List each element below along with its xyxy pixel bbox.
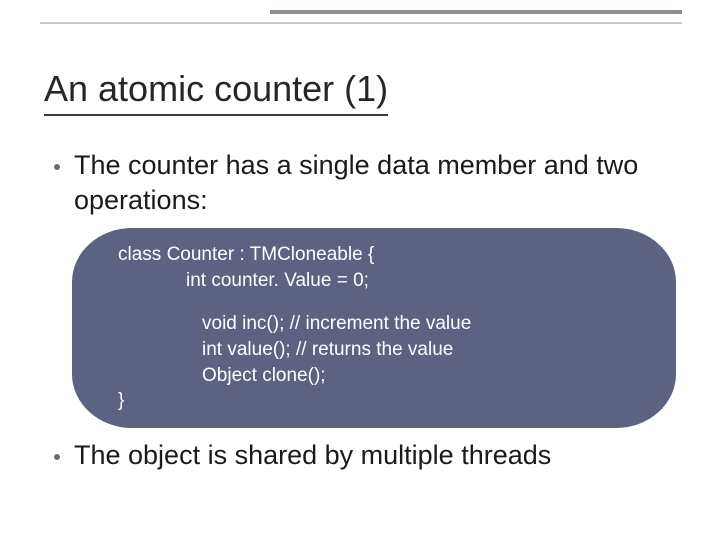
code-line: int counter. Value = 0; (118, 268, 630, 294)
slide-content: An atomic counter (1) The counter has a … (44, 68, 676, 483)
code-block: class Counter : TMCloneable { int counte… (72, 228, 676, 428)
top-rule-thin (40, 22, 682, 24)
code-spacer (118, 293, 630, 311)
code-line: } (118, 388, 630, 414)
code-line: Object clone(); (118, 363, 630, 389)
code-line: int value(); // returns the value (118, 337, 630, 363)
bullet-dot-icon (54, 164, 60, 170)
bullet-text: The object is shared by multiple threads (74, 438, 551, 473)
bullet-dot-icon (54, 454, 60, 460)
bullet-item: The object is shared by multiple threads (44, 438, 676, 473)
slide-title: An atomic counter (1) (44, 68, 388, 116)
bullet-item: The counter has a single data member and… (44, 148, 676, 218)
bullet-text: The counter has a single data member and… (74, 148, 676, 218)
code-line: void inc(); // increment the value (118, 311, 630, 337)
code-line: class Counter : TMCloneable { (118, 242, 630, 268)
top-rule-thick (270, 10, 682, 14)
